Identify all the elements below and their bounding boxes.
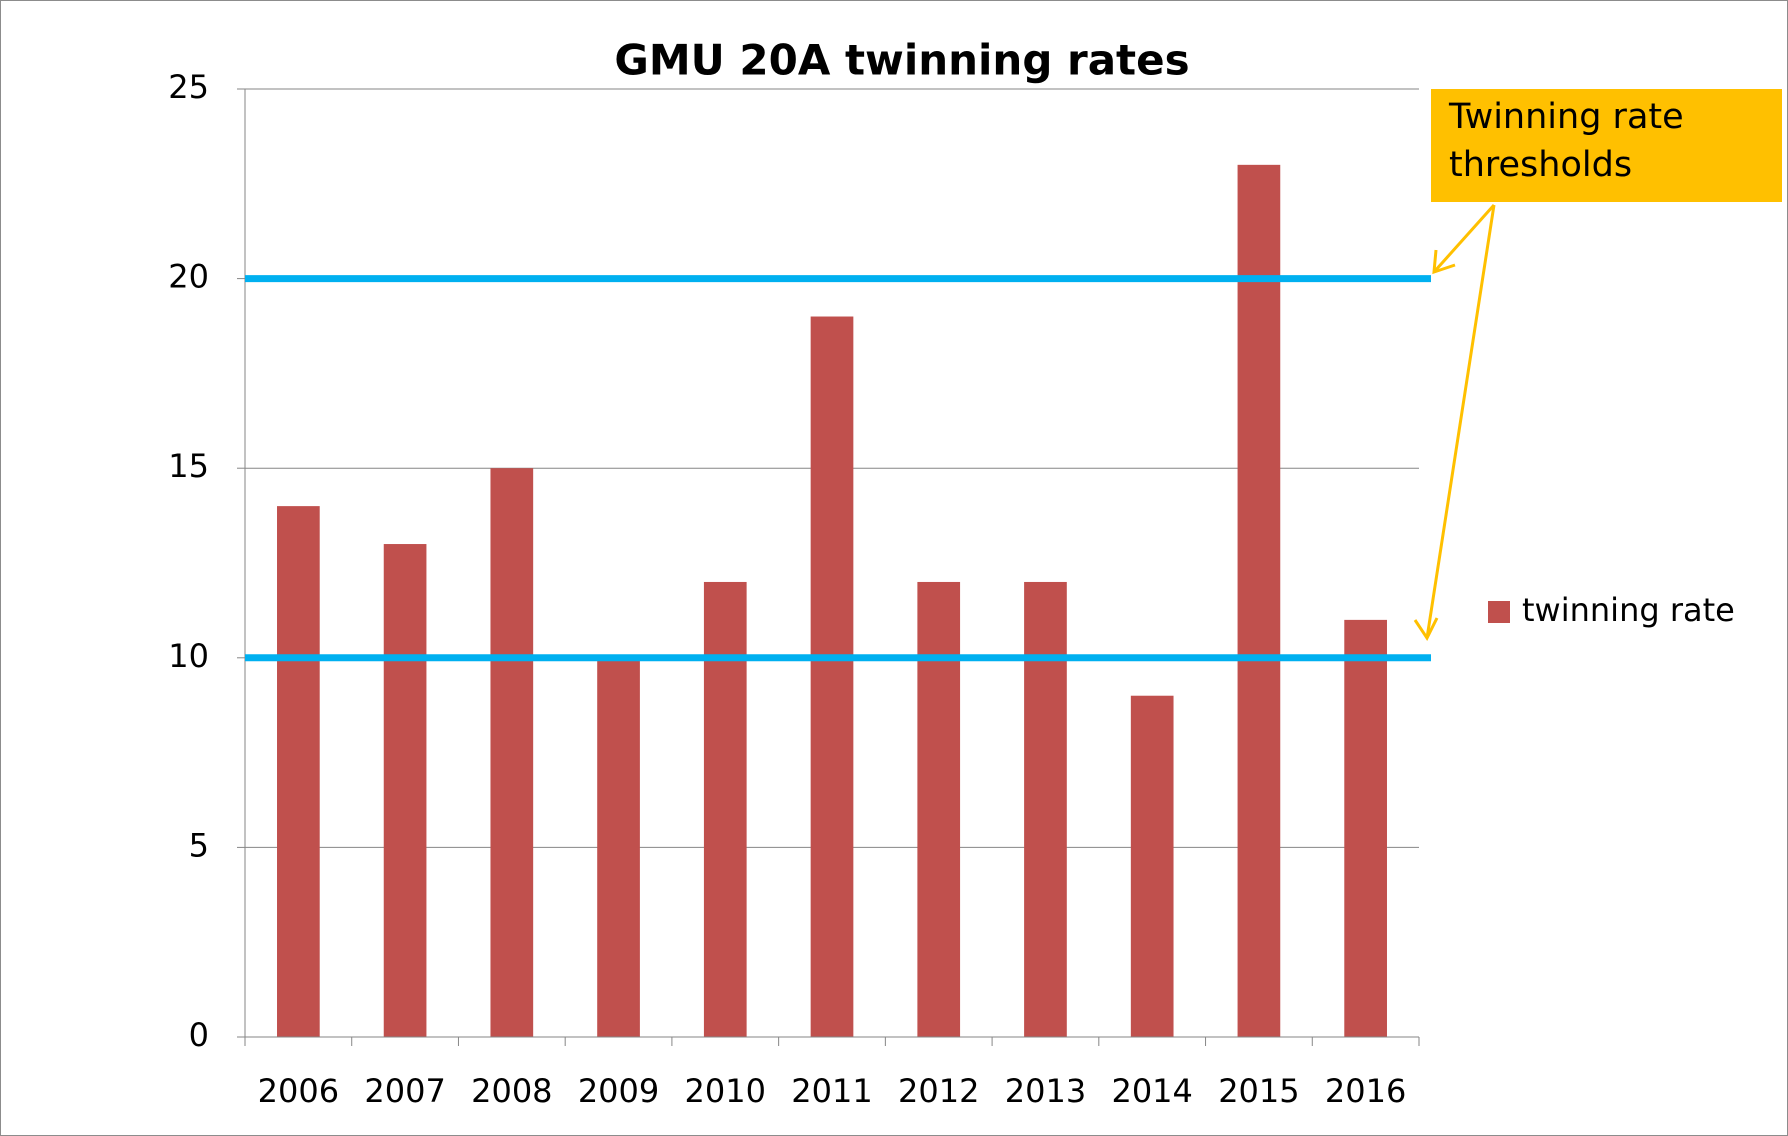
bar: [1130, 695, 1174, 1037]
chart-title: GMU 20A twinning rates: [614, 36, 1189, 85]
x-tick-label: 2010: [685, 1072, 766, 1110]
annotation-box: Twinning rate thresholds: [1431, 89, 1782, 202]
annotation-arrows: [1413, 203, 1496, 641]
bar: [1344, 619, 1387, 1037]
bar: [703, 581, 747, 1037]
x-tick-label: 2009: [578, 1072, 659, 1110]
x-tick-label: 2015: [1218, 1072, 1299, 1110]
bar: [1237, 164, 1281, 1038]
bar: [383, 544, 427, 1037]
x-tick-label: 2008: [471, 1072, 552, 1110]
y-tick-label: 10: [168, 637, 209, 675]
legend-label: twinning rate: [1522, 591, 1735, 629]
bar: [277, 506, 320, 1037]
y-tick-label: 15: [168, 447, 209, 485]
legend-swatch: [1488, 601, 1510, 623]
bar: [810, 316, 854, 1037]
x-tick-label: 2007: [364, 1072, 445, 1110]
x-tick-label: 2006: [258, 1072, 339, 1110]
y-tick-label: 25: [168, 68, 209, 106]
y-tick-label: 20: [168, 258, 209, 296]
x-tick-label: 2014: [1111, 1072, 1192, 1110]
y-tick-label: 0: [189, 1016, 209, 1054]
x-tick-label: 2013: [1005, 1072, 1086, 1110]
bar: [490, 468, 534, 1037]
bar: [1024, 581, 1067, 1037]
bar: [597, 657, 640, 1037]
y-tick-label: 5: [189, 826, 209, 864]
x-tick-label: 2012: [898, 1072, 979, 1110]
x-tick-label: 2011: [791, 1072, 872, 1110]
x-tick-label: 2016: [1325, 1072, 1406, 1110]
bar: [917, 581, 961, 1037]
